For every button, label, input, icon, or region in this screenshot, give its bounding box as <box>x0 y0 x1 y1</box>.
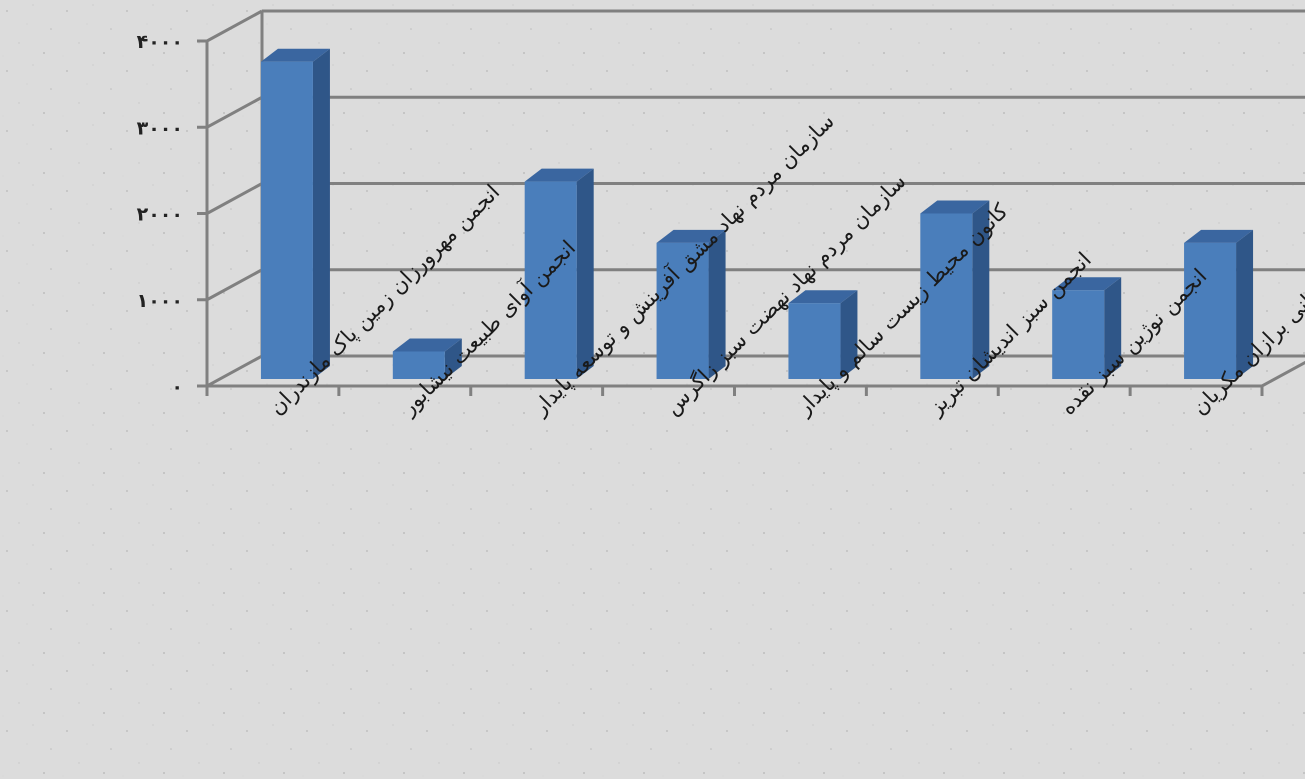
bar-group <box>788 290 858 379</box>
gridline-side <box>206 268 263 302</box>
y-tick-label: ۲۰۰۰ <box>137 204 183 226</box>
bar-side <box>1236 229 1254 379</box>
bar <box>788 303 841 379</box>
y-tick-labels: ۰ ۱۰۰۰ ۲۰۰۰ ۳۰۰۰ ۴۰۰۰ <box>137 31 183 398</box>
bar-group <box>260 48 330 379</box>
bar <box>392 351 445 379</box>
bar-group <box>656 229 726 379</box>
bar <box>524 181 577 379</box>
bar-side <box>576 168 594 379</box>
y-tick-label: ۴۰۰۰ <box>137 31 183 53</box>
bar-top <box>1184 229 1254 243</box>
bar-group <box>1184 229 1254 379</box>
bar-group <box>920 200 990 379</box>
bars <box>260 48 1254 379</box>
gridlines <box>206 9 1305 302</box>
bar <box>656 242 709 379</box>
bar-top <box>524 168 594 182</box>
bar-group <box>1052 277 1122 379</box>
bar-top <box>260 48 330 62</box>
y-tick-label: ۳۰۰۰ <box>137 117 183 139</box>
bar-top <box>656 229 726 243</box>
bar <box>260 61 313 379</box>
gridline-side <box>206 9 263 43</box>
bar <box>1184 242 1237 379</box>
y-tick-label: ۱۰۰۰ <box>137 290 183 312</box>
bar-top <box>920 200 990 214</box>
bar-side <box>312 48 330 379</box>
floor <box>206 354 1305 388</box>
bar <box>1052 290 1105 379</box>
bar-top <box>392 338 462 352</box>
bar <box>920 213 973 379</box>
bar-side <box>840 290 858 379</box>
bar-side <box>444 338 462 379</box>
bar-group <box>524 168 594 379</box>
bar-group <box>392 338 462 379</box>
bar-side <box>708 229 726 379</box>
bar-top <box>1052 277 1122 291</box>
y-tick-label: ۰ <box>171 376 183 398</box>
bar-side <box>972 200 990 379</box>
gridline-side <box>206 95 263 129</box>
gridline-side <box>206 182 263 215</box>
bar-side <box>1104 277 1122 379</box>
bar-top <box>788 290 858 304</box>
